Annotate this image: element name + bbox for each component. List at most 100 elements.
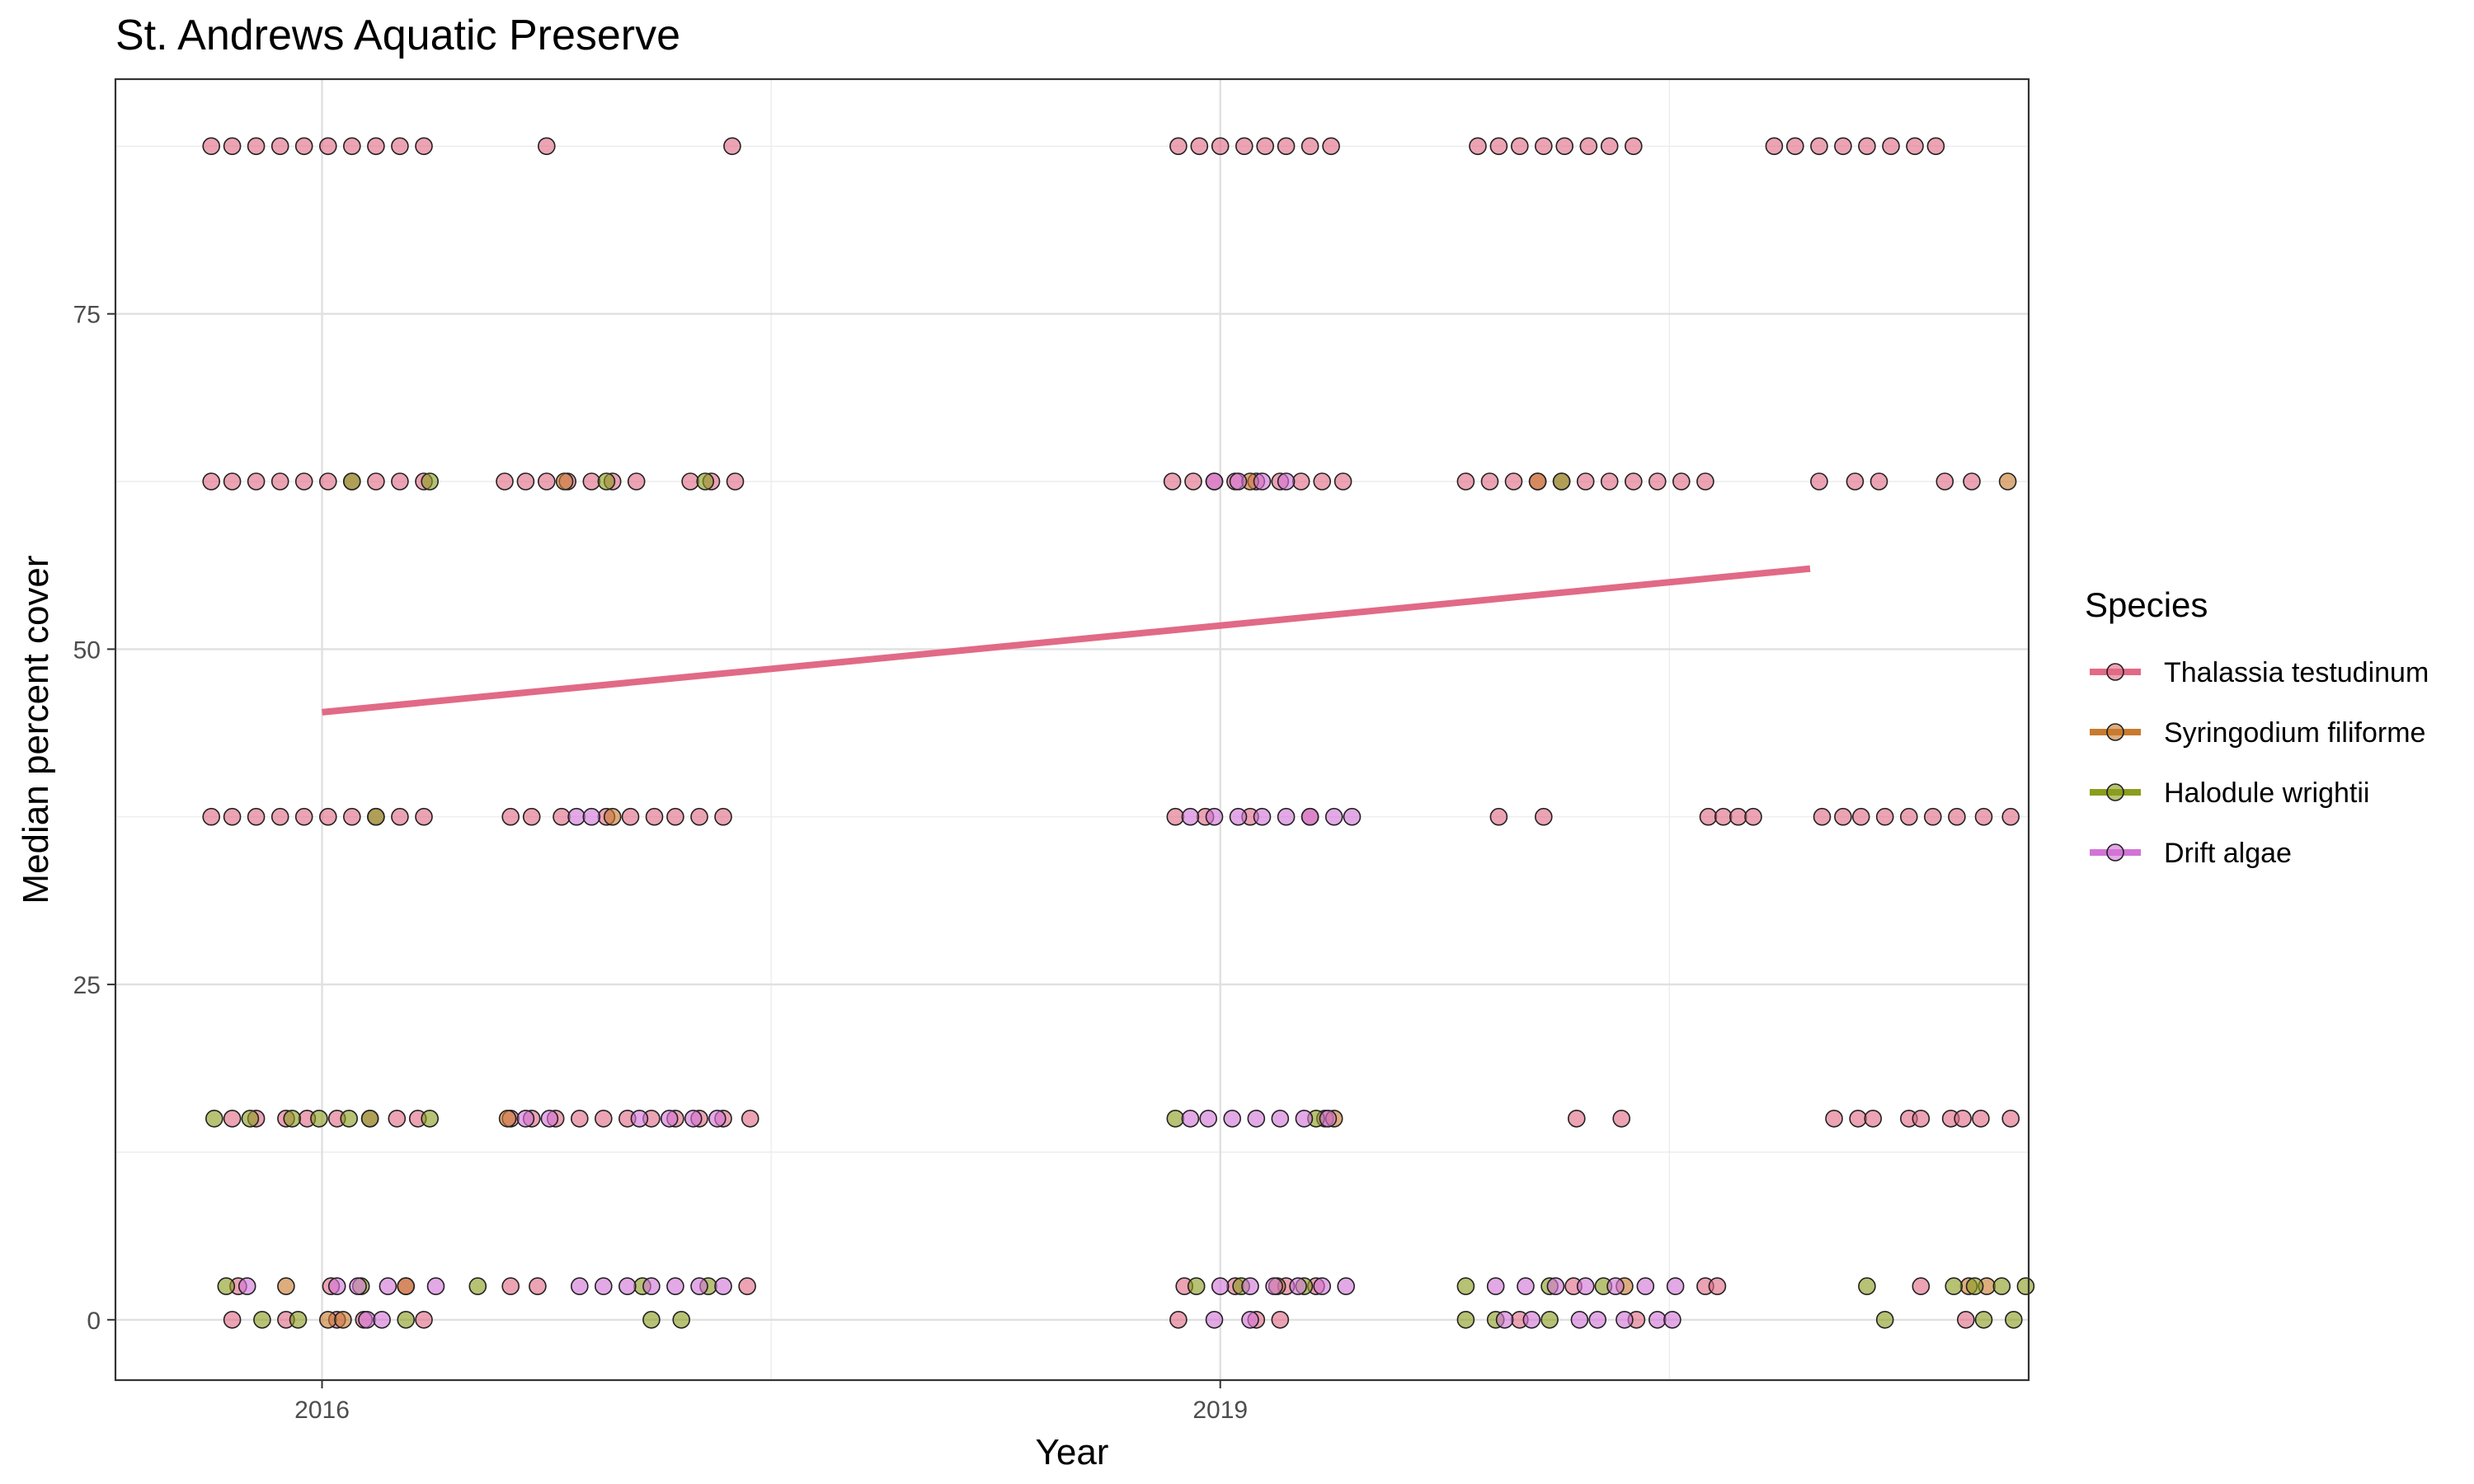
data-point bbox=[294, 472, 313, 491]
data-point bbox=[1663, 1311, 1681, 1329]
data-point bbox=[1535, 807, 1553, 826]
data-point bbox=[1612, 1110, 1630, 1128]
data-point bbox=[501, 1277, 520, 1295]
data-point bbox=[289, 1311, 308, 1329]
data-point bbox=[672, 1311, 691, 1329]
data-point bbox=[726, 472, 745, 491]
data-point bbox=[582, 472, 601, 491]
data-point bbox=[540, 1110, 559, 1128]
data-point bbox=[1486, 1277, 1505, 1295]
data-point bbox=[1765, 137, 1784, 156]
legend-label: Drift algae bbox=[2164, 838, 2292, 869]
legend-title: Species bbox=[2085, 585, 2208, 624]
data-point bbox=[294, 137, 313, 156]
data-point bbox=[1277, 137, 1296, 156]
axis-ticks: 0 25 50 75 2016 2019 bbox=[73, 302, 1248, 1424]
data-point bbox=[553, 807, 571, 826]
data-point bbox=[1295, 1110, 1314, 1128]
legend-item: Halodule wrightii bbox=[2090, 777, 2369, 809]
data-point bbox=[1882, 137, 1900, 156]
data-point bbox=[1699, 807, 1718, 826]
data-point bbox=[1540, 1311, 1559, 1329]
data-point bbox=[379, 1277, 397, 1295]
data-point bbox=[2001, 1110, 2020, 1128]
legend-key-point bbox=[2106, 783, 2124, 801]
data-point bbox=[1184, 472, 1202, 491]
data-point bbox=[202, 472, 221, 491]
data-point bbox=[1190, 137, 1209, 156]
data-point bbox=[690, 1277, 708, 1295]
data-point bbox=[1600, 137, 1619, 156]
data-point bbox=[421, 472, 440, 491]
data-point bbox=[340, 1110, 359, 1128]
data-point bbox=[1256, 137, 1274, 156]
data-point bbox=[318, 137, 337, 156]
data-point bbox=[501, 807, 520, 826]
data-point bbox=[1974, 1311, 1993, 1329]
data-point bbox=[1300, 807, 1319, 826]
data-point bbox=[738, 1277, 756, 1295]
data-point bbox=[2016, 1277, 2035, 1295]
data-point bbox=[1546, 1277, 1565, 1295]
data-point bbox=[1729, 807, 1747, 826]
data-point bbox=[621, 807, 640, 826]
data-point bbox=[1576, 1277, 1595, 1295]
data-point bbox=[1517, 1277, 1535, 1295]
data-point bbox=[496, 472, 514, 491]
data-point bbox=[397, 1277, 416, 1295]
data-point bbox=[660, 1110, 679, 1128]
data-point bbox=[1469, 137, 1487, 156]
y-tick-label: 75 bbox=[73, 302, 101, 329]
data-point bbox=[1786, 137, 1804, 156]
data-point bbox=[277, 1277, 295, 1295]
data-point bbox=[1948, 807, 1966, 826]
data-point bbox=[723, 137, 741, 156]
data-point bbox=[603, 807, 622, 826]
data-points bbox=[202, 137, 2035, 1329]
data-point bbox=[1875, 807, 1894, 826]
data-point bbox=[1924, 807, 1942, 826]
data-point bbox=[1253, 472, 1272, 491]
data-point bbox=[696, 472, 715, 491]
data-point bbox=[1714, 807, 1733, 826]
data-point bbox=[1849, 1110, 1867, 1128]
data-point bbox=[391, 137, 409, 156]
data-point bbox=[1211, 137, 1230, 156]
legend-key-point bbox=[2106, 723, 2124, 741]
data-point bbox=[1579, 137, 1598, 156]
data-point bbox=[1906, 137, 1924, 156]
data-point bbox=[1229, 472, 1248, 491]
data-point bbox=[373, 1311, 391, 1329]
data-point bbox=[1495, 1311, 1514, 1329]
data-point bbox=[1672, 472, 1691, 491]
data-point bbox=[1974, 807, 1993, 826]
data-point bbox=[1810, 137, 1828, 156]
data-point bbox=[1935, 472, 1954, 491]
panel-border bbox=[114, 77, 2030, 1382]
data-point bbox=[570, 1277, 589, 1295]
data-point bbox=[642, 1277, 661, 1295]
data-point bbox=[1504, 472, 1523, 491]
data-point bbox=[618, 1277, 637, 1295]
data-point bbox=[690, 807, 708, 826]
legend-item: Syringodium filiforme bbox=[2090, 717, 2425, 749]
data-point bbox=[1456, 1311, 1475, 1329]
data-point bbox=[415, 1311, 433, 1329]
data-point bbox=[1744, 807, 1762, 826]
data-point bbox=[1965, 1277, 1984, 1295]
data-point bbox=[241, 1110, 260, 1128]
data-point bbox=[1456, 472, 1475, 491]
data-point bbox=[741, 1110, 760, 1128]
data-point bbox=[1205, 807, 1224, 826]
data-point bbox=[1223, 1110, 1241, 1128]
data-point bbox=[1333, 472, 1352, 491]
data-point bbox=[294, 807, 313, 826]
data-point bbox=[627, 472, 646, 491]
data-point bbox=[1649, 472, 1667, 491]
data-point bbox=[498, 1110, 517, 1128]
data-point bbox=[537, 472, 556, 491]
data-point bbox=[205, 1110, 223, 1128]
data-point bbox=[666, 1277, 684, 1295]
data-point bbox=[1235, 137, 1253, 156]
